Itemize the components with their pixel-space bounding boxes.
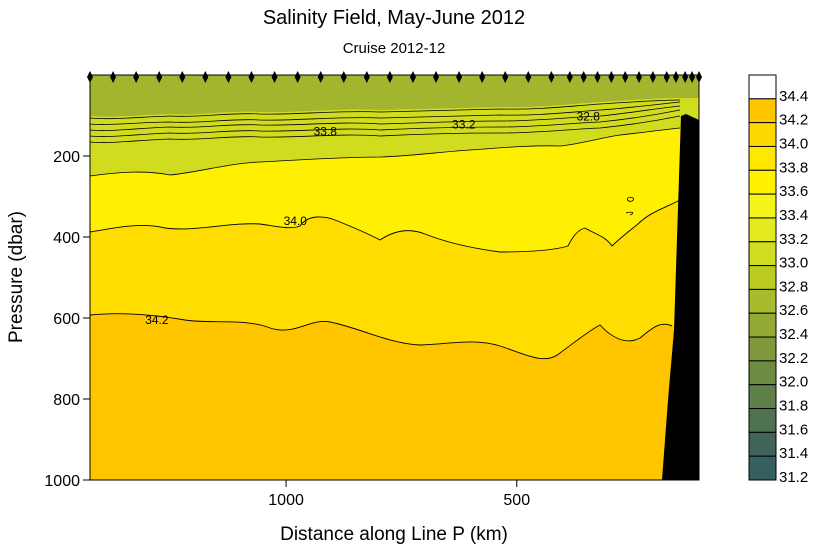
colorbar-label: 32.2 [779,350,808,367]
x-tick-label: 1000 [268,492,304,509]
colorbar-label: 32.0 [779,374,808,391]
colorbar-label: 34.4 [779,88,808,105]
plot-area: 33.8 33.2 32.8 34.0 34.2 [87,71,702,481]
x-axis-title: Distance along Line P (km) [280,524,508,545]
y-tick-label: 800 [53,392,80,409]
colorbar-label: 34.0 [779,135,808,152]
station-marker [649,71,656,83]
colorbar-swatch [748,312,777,338]
colorbar-label: 31.4 [779,445,808,462]
colorbar-label: 31.6 [779,421,808,438]
colorbar-swatch [748,217,777,243]
station-marker [594,71,601,83]
halocline-contour [89,101,681,125]
station-marker [248,71,255,83]
y-axis: 200 400 600 800 1000 [44,75,91,490]
station-marker [622,71,629,83]
station-marker [179,71,186,83]
halocline-contour [89,99,681,120]
station-marker [271,71,278,83]
halocline-contour [89,127,681,177]
colorbar-label: 33.2 [779,231,808,248]
colorbar-swatch [748,122,777,147]
colorbar-swatch [748,98,777,124]
station-marker [663,71,670,83]
isohaline-34-2-contour [89,313,673,360]
colorbar-swatch [748,241,777,267]
colorbar-swatch [748,336,777,362]
colorbar-swatch [748,431,777,457]
surface-region [90,75,699,117]
colorbar-swatch [748,455,777,481]
colorbar-label: 33.8 [779,159,808,176]
chart-title: Salinity Field, May-June 2012 [263,7,525,29]
station-markers [87,71,702,83]
colorbar-label: 33.0 [779,255,808,272]
y-tick-label: 1000 [44,473,80,490]
colorbar-swatch [748,288,777,314]
station-marker [580,71,587,83]
station-marker [433,71,440,83]
station-marker [689,71,696,83]
station-marker [672,71,679,83]
colorbar-label: 32.8 [779,278,808,295]
station-marker [317,71,324,83]
colorbar-swatch [748,169,777,195]
halocline-contour [89,105,681,131]
colorbar-swatch [748,145,777,171]
station-marker [340,71,347,83]
station-marker [133,71,140,83]
y-tick-label: 200 [53,149,80,166]
station-marker [502,71,509,83]
station-marker [548,71,555,83]
station-marker [294,71,301,83]
colorbar-label: 31.8 [779,398,808,415]
colorbar-label: 34.2 [779,112,808,129]
contour-label: 34.0 [284,214,308,228]
station-marker [682,71,689,83]
x-tick-label: 500 [503,492,530,509]
station-marker [636,71,643,83]
station-marker [386,71,393,83]
station-marker [456,71,463,83]
halocline-contour [89,109,681,137]
contour-label: 34.2 [145,313,169,327]
station-marker [608,71,615,83]
station-marker [363,71,370,83]
station-marker [479,71,486,83]
chart-subtitle: Cruise 2012-12 [343,40,446,57]
x-axis: 1000 500 [268,480,530,509]
small-contour-loop [625,196,635,216]
y-tick-label: 600 [53,311,80,328]
halocline-contour [89,115,681,143]
colorbar-label: 33.6 [779,183,808,200]
colorbar-swatch [748,408,777,433]
station-marker [409,71,416,83]
station-marker [566,71,573,83]
colorbar-label: 31.2 [779,469,808,486]
station-marker [156,71,163,83]
station-marker [202,71,209,83]
contour-label: 33.2 [452,117,476,131]
colorbar-swatch [748,193,777,219]
colorbar: 34.4 34.2 34.0 33.8 33.6 33.4 33.2 33.0 32.8 32.6… [748,74,808,486]
contour-label: 33.8 [314,125,338,139]
colorbar-label: 32.4 [779,326,808,343]
station-marker [110,71,117,83]
contour-labels: 33.8 33.2 32.8 34.0 34.2 [145,109,600,327]
colorbar-swatch [748,384,777,410]
station-marker [525,71,532,83]
colorbar-label: 33.4 [779,207,808,224]
y-tick-label: 400 [53,230,80,247]
colorbar-swatch [748,360,777,386]
colorbar-swatch [748,74,777,100]
colorbar-label: 32.6 [779,302,808,319]
colorbar-swatch [748,265,777,290]
isohaline-34-0-contour [89,199,681,253]
contour-label: 32.8 [577,109,601,123]
bathymetry [662,114,699,480]
station-marker [225,71,232,83]
y-axis-title: Pressure (dbar) [6,211,27,343]
